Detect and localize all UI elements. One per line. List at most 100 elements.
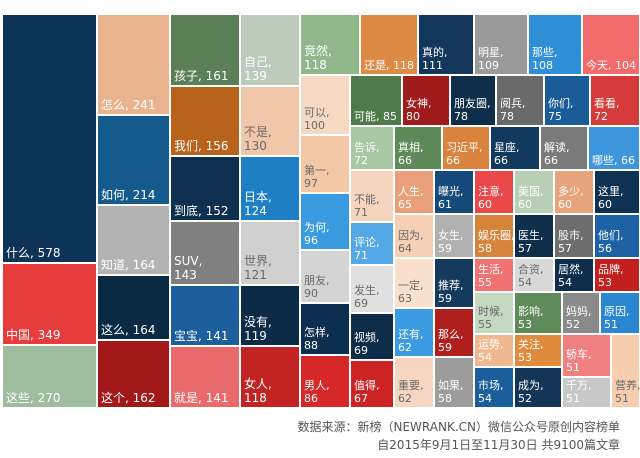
tile-rect bbox=[351, 171, 393, 221]
treemap-tile: 娱乐圈, 58 bbox=[475, 215, 515, 257]
tile-rect bbox=[563, 378, 610, 407]
treemap-tile: 那么, 59 bbox=[435, 309, 473, 356]
tile-rect bbox=[98, 341, 169, 407]
treemap-tile: 朋友, 90 bbox=[301, 251, 349, 302]
treemap-tile: 那些, 108 bbox=[529, 15, 581, 74]
tile-rect bbox=[171, 347, 239, 407]
tile-label: 就是, 141 bbox=[174, 391, 229, 405]
treemap-tile: 中国, 349 bbox=[3, 264, 96, 344]
tile-label: 推荐, 59 bbox=[438, 278, 464, 305]
tile-rect bbox=[403, 76, 449, 125]
treemap-tile: 真相, 66 bbox=[395, 127, 441, 169]
treemap-tile: 女生, 59 bbox=[435, 215, 473, 257]
tile-rect bbox=[361, 15, 417, 74]
treemap-tile: 世界, 121 bbox=[241, 222, 299, 284]
treemap-tile: 到底, 152 bbox=[171, 157, 239, 220]
tile-label: 千万, 51 bbox=[566, 379, 592, 405]
treemap-tile: 如何, 214 bbox=[98, 116, 169, 204]
tile-label: 这个, 162 bbox=[101, 390, 156, 405]
tile-rect bbox=[301, 304, 349, 354]
tile-rect bbox=[395, 309, 433, 356]
tile-rect bbox=[301, 251, 349, 302]
tile-label: 孩子, 161 bbox=[174, 69, 229, 83]
tile-label: 女生, 59 bbox=[438, 228, 464, 255]
treemap-tile: 重要, 62 bbox=[395, 358, 433, 407]
tile-label: 多少, 60 bbox=[558, 184, 584, 211]
tile-rect bbox=[601, 293, 639, 333]
tile-rect bbox=[589, 127, 639, 169]
treemap-tile: 可以, 100 bbox=[301, 76, 349, 134]
tile-rect bbox=[351, 361, 393, 407]
tile-rect bbox=[595, 171, 639, 213]
treemap-tile: 原因, 51 bbox=[601, 293, 639, 333]
tile-rect bbox=[541, 127, 587, 169]
tile-rect bbox=[171, 222, 239, 284]
treemap-tile: 男人, 86 bbox=[301, 356, 349, 407]
tile-label: 合资, 54 bbox=[518, 262, 544, 289]
tile-label: 运势, 54 bbox=[478, 338, 504, 364]
tile-rect bbox=[595, 259, 639, 291]
tile-rect bbox=[435, 259, 473, 307]
tile-rect bbox=[3, 346, 96, 407]
tile-label: 成为, 52 bbox=[518, 379, 544, 405]
tile-rect bbox=[475, 259, 513, 291]
treemap-tile: 影响, 53 bbox=[515, 293, 561, 333]
tile-label: 他们, 56 bbox=[598, 228, 624, 255]
tile-rect bbox=[491, 127, 539, 169]
tile-rect bbox=[241, 157, 299, 220]
treemap-tile: 怎么, 241 bbox=[98, 15, 169, 114]
tile-rect bbox=[395, 259, 433, 307]
tile-rect bbox=[435, 215, 473, 257]
tile-rect bbox=[583, 15, 639, 74]
tile-label: 宝宝, 141 bbox=[174, 329, 229, 343]
tile-label: 女人, 118 bbox=[244, 376, 272, 405]
tile-label: 曝光, 61 bbox=[438, 184, 464, 211]
tile-label: 第一, 97 bbox=[304, 163, 330, 190]
tile-label: 今天, 104 bbox=[586, 58, 636, 72]
tile-rect bbox=[563, 293, 599, 333]
tile-label: 居然, 54 bbox=[558, 262, 584, 289]
tile-label: 你们, 75 bbox=[548, 96, 574, 123]
tile-label: 我们, 156 bbox=[174, 138, 229, 153]
tile-label: 可以, 100 bbox=[304, 106, 330, 132]
treemap-tile: 还是, 118 bbox=[361, 15, 417, 74]
tile-rect bbox=[563, 335, 610, 376]
tile-rect bbox=[98, 276, 169, 339]
tile-rect bbox=[171, 286, 239, 345]
treemap-tile: 看看, 72 bbox=[591, 76, 639, 125]
tile-label: 怎么, 241 bbox=[101, 97, 156, 112]
tile-rect bbox=[419, 15, 473, 74]
tile-rect bbox=[595, 215, 639, 257]
tile-label: 哪些, 66 bbox=[592, 153, 635, 167]
tile-label: 没有, 119 bbox=[244, 314, 272, 343]
tile-rect bbox=[301, 194, 349, 249]
treemap-tile: 就是, 141 bbox=[171, 347, 239, 407]
treemap-tile: 市场, 54 bbox=[475, 368, 513, 407]
treemap-tile: 告诉, 72 bbox=[351, 127, 393, 169]
tile-rect bbox=[241, 347, 299, 407]
tile-rect bbox=[475, 368, 513, 407]
tile-label: 一定, 63 bbox=[398, 278, 424, 305]
tile-label: 因为, 64 bbox=[398, 229, 424, 255]
tile-label: 那些, 108 bbox=[532, 45, 558, 72]
tile-rect bbox=[529, 15, 581, 74]
tile-rect bbox=[475, 171, 513, 213]
treemap-tile: 星座, 66 bbox=[491, 127, 539, 169]
tile-rect bbox=[475, 15, 527, 74]
treemap-tile: 为何, 96 bbox=[301, 194, 349, 249]
treemap-tile: 竟然, 118 bbox=[301, 15, 359, 74]
treemap-tile: 你们, 75 bbox=[545, 76, 589, 125]
treemap-tile: 视频, 69 bbox=[351, 314, 393, 359]
tile-label: 真相, 66 bbox=[398, 140, 424, 167]
treemap-tile: 合资, 54 bbox=[515, 259, 553, 291]
treemap-tile: 宝宝, 141 bbox=[171, 286, 239, 345]
treemap-tile: 注意, 60 bbox=[475, 171, 513, 213]
tile-rect bbox=[351, 314, 393, 359]
tile-label: 重要, 62 bbox=[398, 378, 424, 405]
tile-rect bbox=[395, 171, 433, 213]
tile-rect bbox=[475, 335, 513, 366]
treemap-tile: 值得, 67 bbox=[351, 361, 393, 407]
tile-rect bbox=[3, 264, 96, 344]
tile-label: 视频, 69 bbox=[354, 330, 380, 357]
tile-label: 如何, 214 bbox=[101, 187, 156, 202]
